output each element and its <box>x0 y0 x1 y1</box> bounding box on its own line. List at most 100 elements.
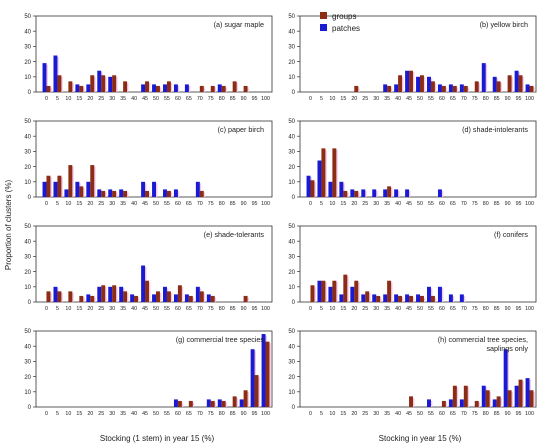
bar-patches <box>184 84 189 92</box>
bar-patches <box>405 70 410 92</box>
x-tick-label: 35 <box>120 96 126 102</box>
x-tick-label: 0 <box>309 201 312 207</box>
x-tick-label: 50 <box>417 96 423 102</box>
legend-label-patches: patches <box>332 24 360 33</box>
bar-groups <box>101 285 106 302</box>
bar-patches <box>383 294 388 302</box>
y-tick-label: 30 <box>288 150 295 156</box>
y-tick-label: 10 <box>288 75 295 81</box>
y-tick-label: 40 <box>288 239 295 245</box>
chart-sugar-maple: 0 10 20 30 40 50 0 5 10 15 20 25 30 35 40 45 50 55 60 65 70 7… <box>24 14 273 102</box>
x-tick-label: 60 <box>175 306 181 312</box>
x-tick-label: 40 <box>395 201 401 207</box>
y-tick-label: 10 <box>24 390 31 396</box>
bar-patches <box>53 286 58 302</box>
x-tick-label: 65 <box>450 201 456 207</box>
x-tick-label: 90 <box>505 306 511 312</box>
x-tick-label: 5 <box>56 411 59 417</box>
x-tick-label: 15 <box>340 96 346 102</box>
x-tick-label: 40 <box>131 201 137 207</box>
x-tick-label: 60 <box>439 201 445 207</box>
bar-patches <box>459 294 464 302</box>
bar-patches <box>108 286 113 302</box>
x-tick-label: 20 <box>351 306 357 312</box>
y-tick-label: 40 <box>288 344 295 350</box>
x-tick-label: 80 <box>483 201 489 207</box>
bar-groups <box>210 85 215 92</box>
bar-groups <box>387 280 392 302</box>
bar-groups <box>145 280 149 302</box>
y-tick-label: 20 <box>288 60 295 66</box>
y-tick-label: 40 <box>24 134 31 140</box>
bar-groups <box>221 400 226 407</box>
bar-patches <box>427 286 431 302</box>
bar-groups <box>123 291 128 302</box>
x-tick-label: 55 <box>164 306 170 312</box>
bar-patches <box>405 294 410 302</box>
bar-groups <box>210 400 215 407</box>
x-tick-label: 35 <box>384 306 390 312</box>
x-tick-label: 45 <box>142 306 148 312</box>
x-tick-label: 10 <box>65 306 71 312</box>
bar-patches <box>195 181 200 197</box>
x-tick-label: 100 <box>261 306 270 312</box>
bar-patches <box>206 294 211 302</box>
bar-groups <box>254 375 259 407</box>
x-tick-label: 70 <box>461 96 467 102</box>
y-tick-label: 20 <box>288 270 295 276</box>
bar-groups <box>166 291 171 302</box>
bar-groups <box>441 400 446 407</box>
bar-patches <box>86 181 91 197</box>
bar-groups <box>496 396 501 407</box>
bar-groups <box>332 148 337 197</box>
bar-patches <box>383 189 388 197</box>
bar-groups <box>452 385 457 407</box>
chart-shade-tolerants: 0 10 20 30 40 50 0 5 10 15 20 25 30 35 40 45 50 55 60 65 70 7… <box>24 224 273 312</box>
x-tick-label: 0 <box>309 306 312 312</box>
bar-groups <box>354 190 359 197</box>
bar-groups <box>90 165 95 197</box>
bar-groups <box>310 180 315 197</box>
x-tick-label: 100 <box>261 201 270 207</box>
x-tick-label: 60 <box>175 96 181 102</box>
bar-patches <box>350 189 355 197</box>
bar-patches <box>328 181 333 197</box>
x-tick-label: 100 <box>525 306 534 312</box>
x-tick-label: 95 <box>516 201 522 207</box>
bar-groups <box>474 400 479 407</box>
bar-groups <box>387 186 392 197</box>
x-tick-label: 45 <box>142 201 148 207</box>
y-tick-label: 50 <box>288 119 295 125</box>
bar-groups <box>90 295 95 302</box>
bar-groups <box>409 70 413 92</box>
bar-groups <box>145 190 149 197</box>
y-tick-label: 20 <box>24 270 31 276</box>
bar-groups <box>79 295 84 302</box>
x-tick-label: 50 <box>417 411 423 417</box>
y-tick-label: 30 <box>24 255 31 261</box>
x-tick-label: 0 <box>45 96 48 102</box>
bar-groups <box>518 75 523 92</box>
x-tick-label: 5 <box>320 306 323 312</box>
x-tick-label: 10 <box>65 96 71 102</box>
x-tick-label: 5 <box>56 96 59 102</box>
chart-commercial-tree-species: 0 10 20 30 40 50 0 5 10 15 20 25 30 35 40 45 50 55 60 65 70 7… <box>24 329 273 417</box>
y-tick-label: 20 <box>288 375 295 381</box>
bar-groups <box>188 295 193 302</box>
bar-patches <box>206 399 211 407</box>
x-tick-label: 90 <box>505 201 511 207</box>
bar-groups <box>409 396 413 407</box>
x-tick-label: 55 <box>164 411 170 417</box>
chart-commercial-tree-species-saplings-only: 0 10 20 30 40 50 0 5 10 15 20 25 30 35 40 45 50 55 60 65 70 7… <box>288 329 537 417</box>
x-tick-label: 5 <box>56 306 59 312</box>
x-tick-label: 95 <box>252 306 258 312</box>
x-tick-label: 75 <box>472 96 478 102</box>
x-tick-label: 70 <box>197 201 203 207</box>
bar-patches <box>361 294 366 302</box>
x-tick-label: 95 <box>252 96 258 102</box>
y-tick-label: 30 <box>288 45 295 51</box>
x-tick-label: 10 <box>329 306 335 312</box>
bar-patches <box>427 399 431 407</box>
y-tick-label: 50 <box>288 14 295 20</box>
bar-groups <box>243 390 248 407</box>
